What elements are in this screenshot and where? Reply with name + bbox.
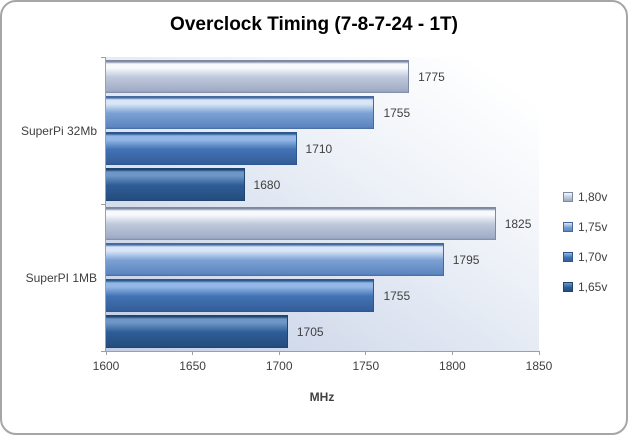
- legend-swatch: [563, 282, 573, 292]
- bar-row: 1705: [106, 315, 539, 348]
- bar: [106, 207, 496, 240]
- x-axis-tick-label: 1850: [525, 359, 553, 373]
- y-axis-tick: [101, 203, 105, 205]
- bar-row: 1680: [106, 168, 539, 201]
- bar-row: 1755: [106, 279, 539, 312]
- bar: [106, 168, 245, 201]
- bar-value-label: 1825: [504, 216, 532, 231]
- x-axis-tick-label: 1650: [179, 359, 206, 373]
- bar: [106, 132, 297, 165]
- bar-value-label: 1755: [383, 288, 411, 303]
- category-group: 1775 1755 1710 1680: [106, 57, 539, 204]
- bar-row: 1775: [106, 60, 539, 93]
- legend-swatch: [563, 222, 573, 232]
- bar-value-label: 1775: [418, 69, 445, 84]
- x-axis-tick: [451, 351, 453, 355]
- legend-swatch: [563, 192, 573, 202]
- legend-label: 1,80v: [578, 190, 608, 204]
- x-axis-tick-label: 1700: [265, 359, 293, 373]
- bar-value-label: 1710: [305, 141, 333, 156]
- x-axis-tick-label: 1800: [439, 359, 466, 373]
- x-axis-tick: [192, 351, 194, 355]
- bar-value-label: 1755: [383, 105, 411, 120]
- x-axis-tick: [278, 351, 280, 355]
- category-group: 1825 1795 1755 1705: [106, 204, 539, 351]
- bar: [106, 60, 410, 93]
- bar-row: 1825: [106, 207, 539, 240]
- x-axis-tick: [538, 351, 540, 355]
- chart-title: Overclock Timing (7-8-7-24 - 1T): [170, 14, 458, 35]
- legend-label: 1,70v: [578, 250, 608, 264]
- legend-label: 1,65v: [578, 280, 608, 294]
- y-axis-tick: [101, 56, 105, 58]
- bar-value-label: 1705: [296, 324, 324, 339]
- x-axis-tick: [105, 351, 107, 355]
- y-axis-tick: [101, 350, 105, 352]
- bar-value-label: 1795: [452, 252, 480, 267]
- category-label: SuperPI 1MB: [25, 270, 97, 285]
- legend-swatch: [563, 252, 573, 262]
- bar-row: 1795: [106, 243, 539, 276]
- legend-item: 1,70v: [563, 250, 607, 264]
- legend-label: 1,75v: [578, 220, 608, 234]
- bar: [106, 279, 375, 312]
- x-axis-tick-label: 1750: [352, 359, 380, 373]
- plot-area: 1775 1755 1710 1680 SuperPi 32Mb 1825 1795 1755…: [21, 56, 552, 373]
- bar: [106, 96, 375, 129]
- bar: [106, 243, 444, 276]
- legend-item: 1,75v: [563, 220, 607, 234]
- x-axis-tick: [365, 351, 367, 355]
- bar: [106, 315, 288, 348]
- bar-value-label: 1680: [253, 177, 281, 192]
- legend: 1,80v 1,75v 1,70v 1,65v: [563, 190, 607, 294]
- legend-item: 1,80v: [563, 190, 607, 204]
- bar-row: 1710: [106, 132, 539, 165]
- x-axis-tick-label: 1600: [92, 359, 120, 373]
- x-axis-title: MHz: [309, 390, 335, 404]
- category-label: SuperPi 32Mb: [20, 123, 97, 138]
- legend-item: 1,65v: [563, 280, 607, 294]
- bar-row: 1755: [106, 96, 539, 129]
